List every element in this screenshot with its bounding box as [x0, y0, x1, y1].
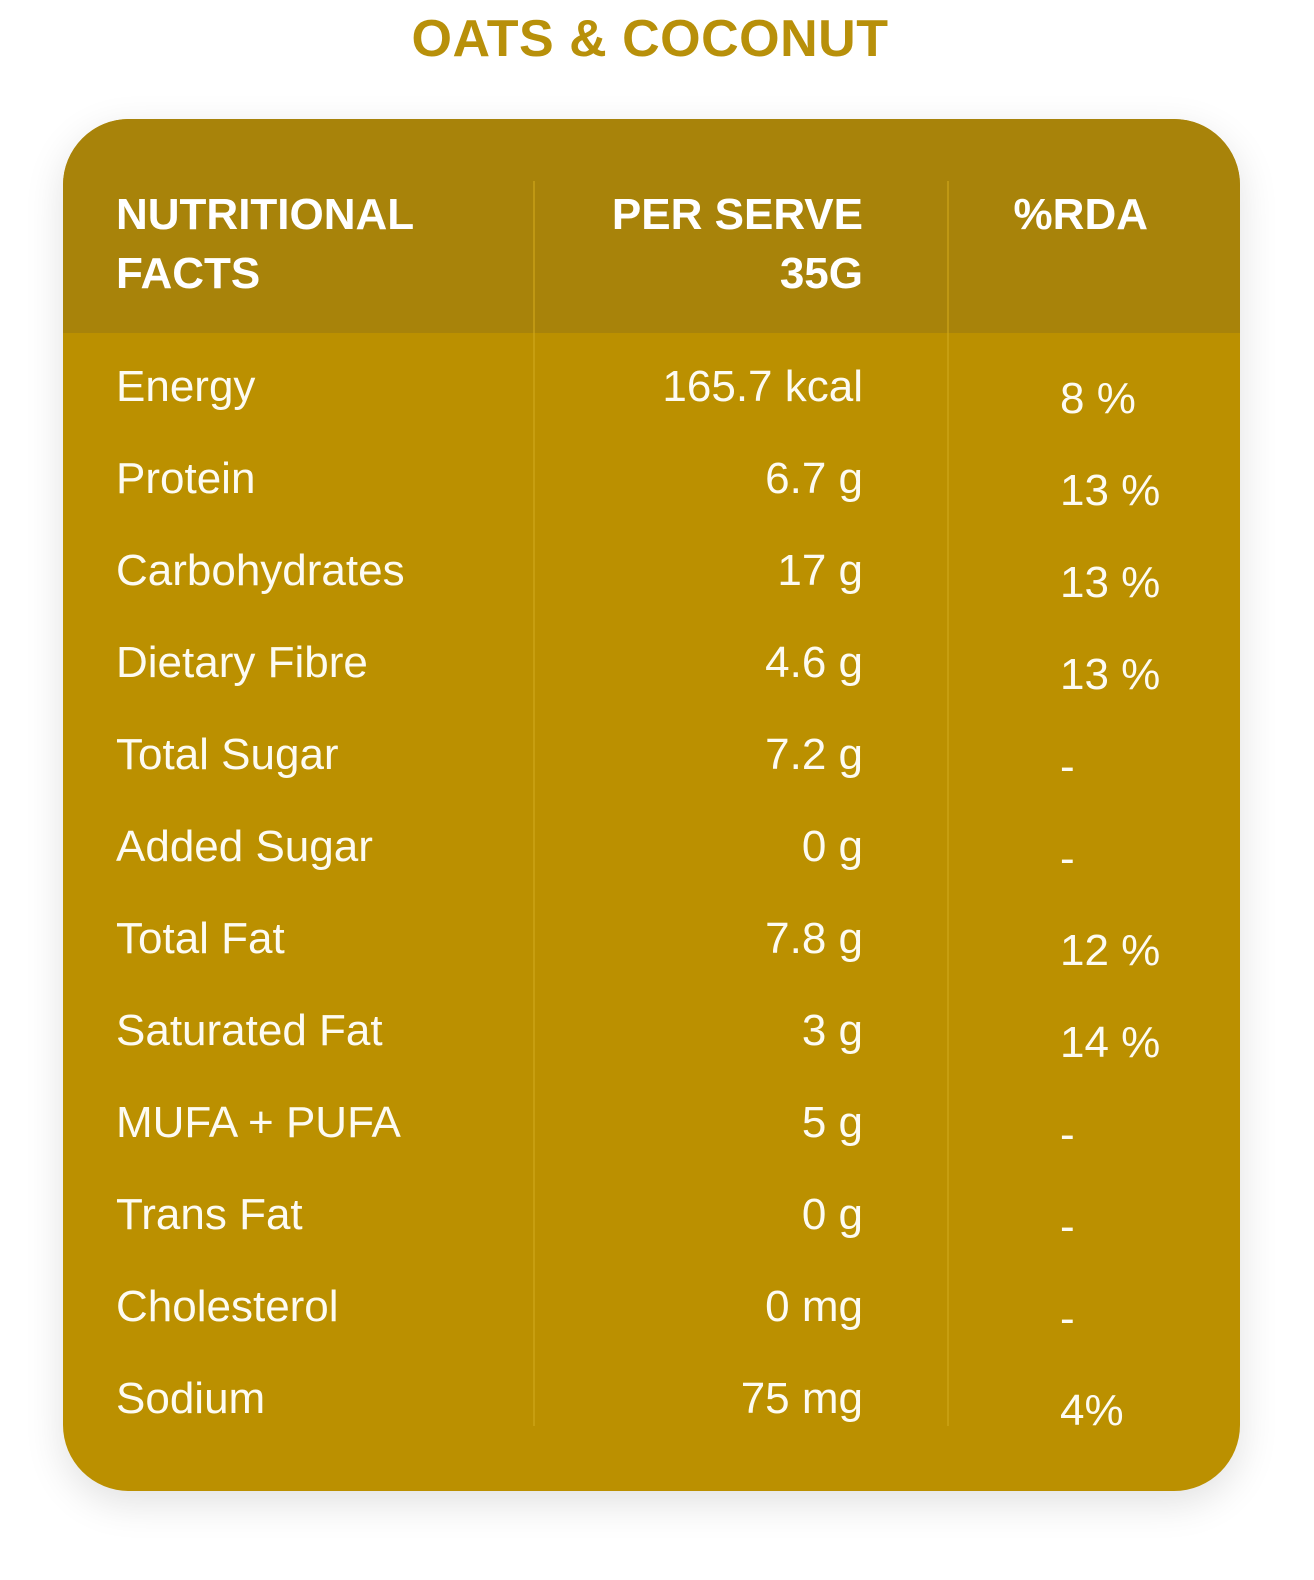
per-serve-value: 4.6 g: [765, 638, 863, 687]
nutrient-name: Sodium: [116, 1374, 266, 1423]
per-serve-value: 0 g: [801, 1190, 863, 1239]
table-row: Protein 6.7 g 13 %: [63, 451, 1240, 543]
rda-value: 8 %: [1060, 374, 1136, 423]
nutrient-name: Total Fat: [116, 914, 285, 963]
rda-value: -: [1060, 742, 1075, 791]
nutrition-table: NUTRITIONAL FACTS PER SERVE 35G %RDA Ene…: [63, 119, 1240, 1491]
nutrient-name: Added Sugar: [116, 822, 373, 871]
column-divider: [947, 181, 949, 1426]
header-nutritional-facts: NUTRITIONAL FACTS: [116, 190, 415, 298]
page-title: OATS & COCONUT: [411, 10, 889, 68]
per-serve-value: 165.7 kcal: [662, 362, 863, 411]
header-rda: %RDA: [1013, 190, 1148, 239]
rda-value: 4%: [1060, 1386, 1124, 1435]
per-serve-value: 7.8 g: [765, 914, 863, 963]
per-serve-value: 0 mg: [765, 1282, 863, 1331]
rda-value: -: [1060, 1294, 1075, 1343]
per-serve-value: 5 g: [801, 1098, 863, 1147]
table-body: Energy 165.7 kcal 8 % Protein 6.7 g 13 %…: [63, 359, 1240, 1463]
table-row: Saturated Fat 3 g 14 %: [63, 1003, 1240, 1095]
rda-value: -: [1060, 1110, 1075, 1159]
table-row: Total Fat 7.8 g 12 %: [63, 911, 1240, 1003]
rda-value: 13 %: [1060, 650, 1161, 699]
table-row: Carbohydrates 17 g 13 %: [63, 543, 1240, 635]
table-row: Sodium 75 mg 4%: [63, 1371, 1240, 1463]
table-row: Added Sugar 0 g -: [63, 819, 1240, 911]
table-row: Trans Fat 0 g -: [63, 1187, 1240, 1279]
nutrient-name: Saturated Fat: [116, 1006, 383, 1055]
per-serve-value: 6.7 g: [765, 454, 863, 503]
per-serve-value: 3 g: [801, 1006, 863, 1055]
nutrient-name: Dietary Fibre: [116, 638, 368, 687]
rda-value: 12 %: [1060, 926, 1161, 975]
nutrient-name: Trans Fat: [116, 1190, 303, 1239]
per-serve-value: 75 mg: [740, 1374, 863, 1423]
nutrient-name: Carbohydrates: [116, 546, 405, 595]
per-serve-value: 17 g: [777, 546, 863, 595]
nutrient-name: Cholesterol: [116, 1282, 339, 1331]
nutrient-name: Energy: [116, 362, 256, 411]
per-serve-value: 7.2 g: [765, 730, 863, 779]
table-row: Cholesterol 0 mg -: [63, 1279, 1240, 1371]
column-divider: [533, 181, 535, 1426]
rda-value: -: [1060, 1202, 1075, 1251]
table-header: NUTRITIONAL FACTS PER SERVE 35G %RDA: [63, 119, 1240, 333]
table-row: Total Sugar 7.2 g -: [63, 727, 1240, 819]
table-row: Dietary Fibre 4.6 g 13 %: [63, 635, 1240, 727]
rda-value: 14 %: [1060, 1018, 1161, 1067]
rda-value: 13 %: [1060, 558, 1161, 607]
rda-value: 13 %: [1060, 466, 1161, 515]
nutrient-name: MUFA + PUFA: [116, 1098, 401, 1147]
table-row: Energy 165.7 kcal 8 %: [63, 359, 1240, 451]
header-per-serve: PER SERVE 35G: [611, 190, 863, 298]
nutrient-name: Protein: [116, 454, 256, 503]
table-row: MUFA + PUFA 5 g -: [63, 1095, 1240, 1187]
nutrient-name: Total Sugar: [116, 730, 339, 779]
rda-value: -: [1060, 834, 1075, 883]
per-serve-value: 0 g: [801, 822, 863, 871]
